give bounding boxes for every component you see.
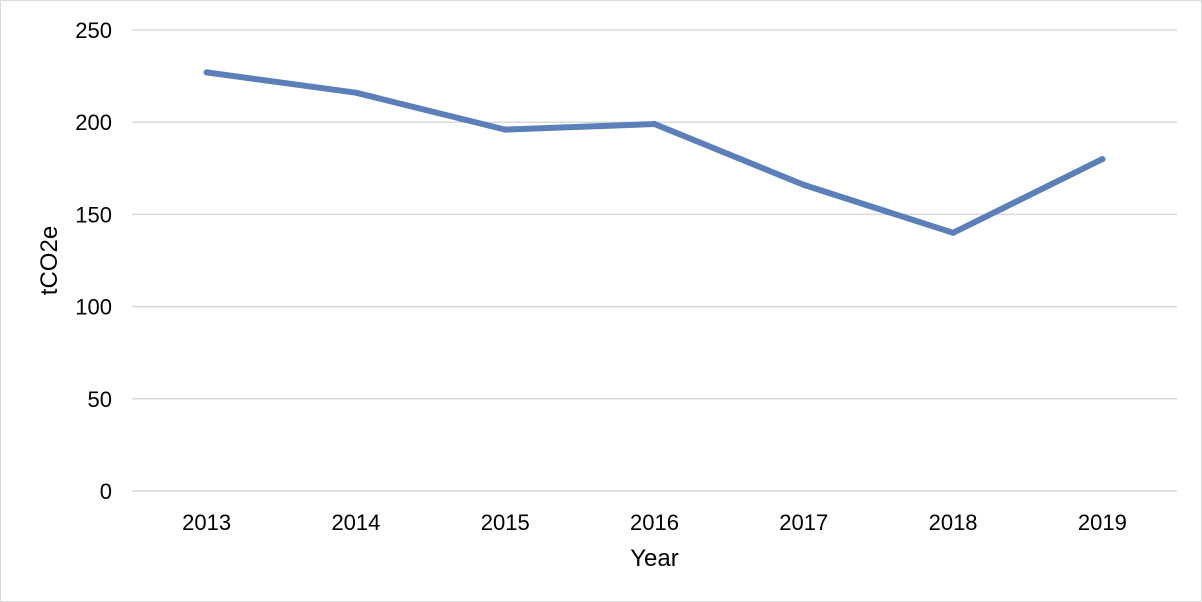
data-point: [352, 89, 359, 96]
x-axis-ticks: 2013 2014 2015 2016 2017 2018 2019: [182, 510, 1127, 535]
data-point: [1099, 156, 1106, 163]
x-tick-label: 2014: [331, 510, 380, 535]
data-point: [502, 126, 509, 133]
y-tick-label: 150: [75, 202, 112, 227]
y-axis-title: tCO2e: [36, 226, 63, 295]
gridlines: [132, 29, 1177, 492]
series-line: [203, 69, 1106, 236]
x-tick-label: 2015: [481, 510, 530, 535]
x-tick-label: 2018: [929, 510, 978, 535]
y-tick-label: 50: [88, 387, 112, 412]
x-tick-label: 2013: [182, 510, 231, 535]
data-point: [203, 69, 210, 76]
y-tick-label: 100: [75, 295, 112, 320]
data-point: [950, 229, 957, 236]
data-point: [651, 121, 658, 128]
x-tick-label: 2016: [630, 510, 679, 535]
y-tick-label: 0: [100, 479, 112, 504]
y-tick-label: 200: [75, 110, 112, 135]
x-axis-title: Year: [630, 545, 679, 572]
x-tick-label: 2019: [1078, 510, 1127, 535]
series-layer: [203, 69, 1106, 236]
y-tick-label: 250: [75, 18, 112, 43]
x-tick-label: 2017: [779, 510, 828, 535]
y-axis-ticks: 0 50 100 150 200 250: [75, 18, 112, 504]
data-point: [800, 181, 807, 188]
